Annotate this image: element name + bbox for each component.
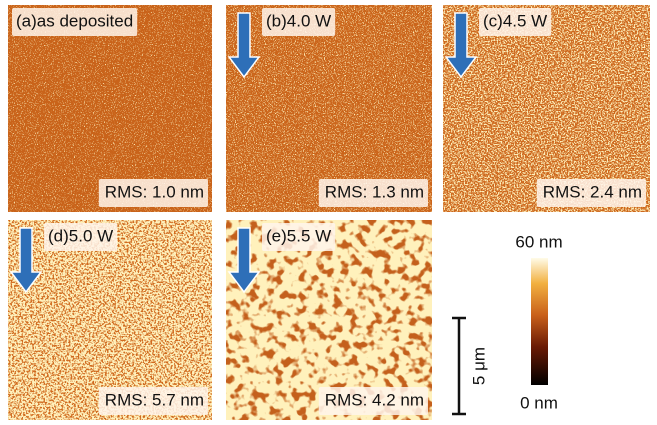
rms-label: RMS: 2.4 nm: [543, 182, 642, 201]
afm-panel: (b)4.0 W RMS: 1.3 nm: [226, 5, 432, 212]
figure: (a)as deposited RMS: 1.0 nm (b)4.0 W RMS: 1…: [0, 0, 657, 425]
panel-label: (c)4.5 W: [483, 11, 547, 30]
colorbar: 60 nm 0 nm: [515, 232, 562, 412]
afm-panel: (a)as deposited RMS: 1.0 nm: [8, 5, 212, 212]
afm-panel: (e)5.5 W RMS: 4.2 nm: [226, 220, 432, 420]
panel-label: (a)as deposited: [16, 11, 133, 30]
panels: (a)as deposited RMS: 1.0 nm (b)4.0 W RMS: 1…: [8, 5, 650, 420]
rms-label: RMS: 5.7 nm: [105, 390, 204, 409]
colorbar-gradient: [531, 258, 548, 385]
scale-bar-label: 5 μm: [469, 347, 488, 385]
rms-label: RMS: 4.2 nm: [325, 390, 424, 409]
rms-label: RMS: 1.3 nm: [325, 182, 424, 201]
afm-panel: (c)4.5 W RMS: 2.4 nm: [443, 5, 650, 212]
colorbar-min: 0 nm: [520, 393, 558, 412]
panel-label: (b)4.0 W: [266, 11, 331, 30]
panel-label: (e)5.5 W: [266, 226, 331, 245]
colorbar-max: 60 nm: [515, 232, 562, 251]
scale-bar: 5 μm: [452, 318, 488, 414]
panel-label: (d)5.0 W: [48, 226, 113, 245]
rms-label: RMS: 1.0 nm: [105, 182, 204, 201]
afm-panel: (d)5.0 W RMS: 5.7 nm: [8, 220, 212, 420]
